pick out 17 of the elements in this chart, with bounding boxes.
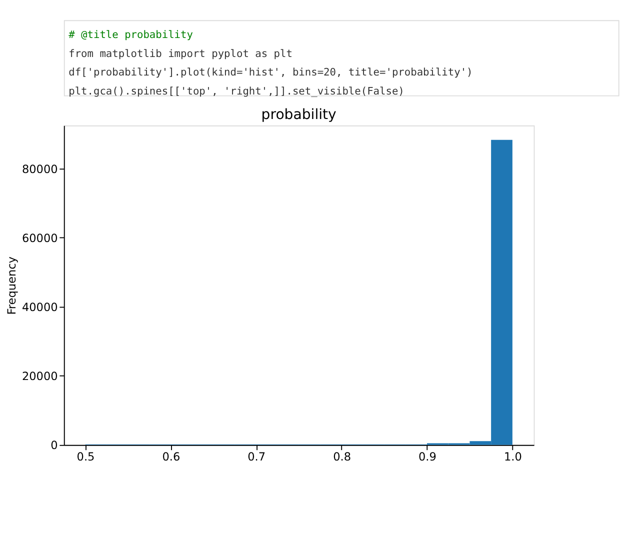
y-tick-label: 60000 <box>22 232 58 245</box>
text: plt.gca().spines[['top', 'right',]].set_visible(False) <box>68 85 404 98</box>
y-tick-label: 40000 <box>22 300 58 314</box>
y-tick-label: 20000 <box>22 370 58 384</box>
x-tick-label: 0.7 <box>248 450 266 464</box>
text: # @title probability <box>68 29 193 42</box>
x-tick-label: 0.8 <box>333 450 351 464</box>
x-tick-label: 0.6 <box>162 450 180 464</box>
chart-title: probability <box>261 106 336 123</box>
x-tick-label: 0.9 <box>418 450 436 464</box>
y-tick-label: 80000 <box>22 162 58 176</box>
y-tick-label: 0 <box>50 439 58 452</box>
x-tick-label: 0.5 <box>76 450 95 464</box>
x-tick-label: 1.0 <box>504 450 522 464</box>
text: df['probability'].plot(kind='hist', bins=20, title='probability') <box>68 66 473 79</box>
y-axis-title: Frequency <box>5 256 18 315</box>
text: from matplotlib import pyplot as plt <box>68 48 292 60</box>
